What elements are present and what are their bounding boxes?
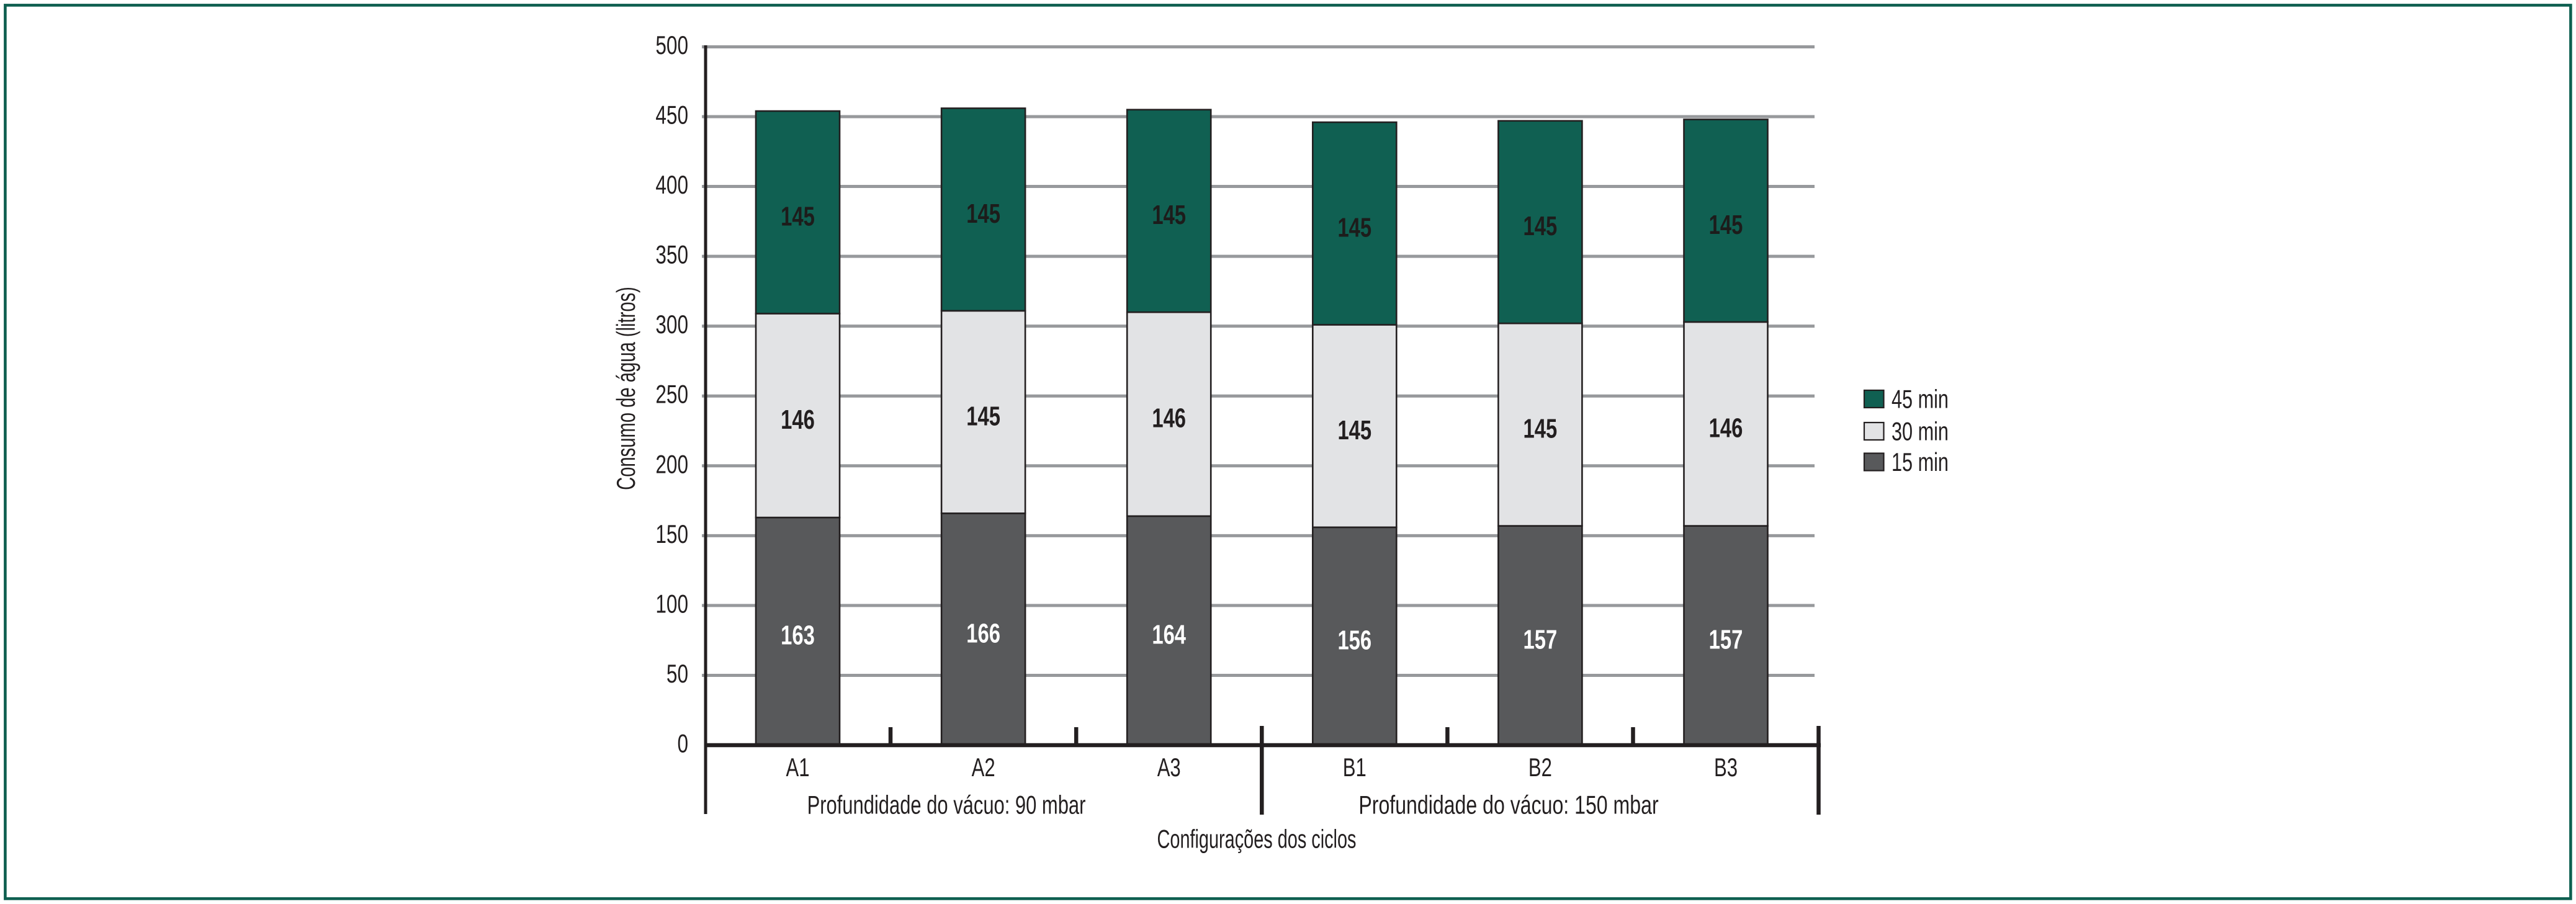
svg-text:157: 157 <box>1524 625 1558 655</box>
svg-text:163: 163 <box>781 620 815 651</box>
svg-text:A2: A2 <box>972 753 995 782</box>
svg-text:B3: B3 <box>1714 753 1738 782</box>
svg-text:B2: B2 <box>1528 753 1552 782</box>
svg-text:146: 146 <box>1152 403 1186 434</box>
svg-text:164: 164 <box>1152 620 1186 650</box>
svg-text:145: 145 <box>1524 414 1558 444</box>
svg-text:0: 0 <box>677 728 688 758</box>
svg-text:Profundidade do vácuo: 150 mba: Profundidade do vácuo: 150 mbar <box>1358 790 1658 819</box>
svg-text:200: 200 <box>655 449 688 478</box>
svg-text:Consumo de água (litros): Consumo de água (litros) <box>611 287 641 490</box>
svg-text:145: 145 <box>966 199 1000 229</box>
svg-text:A1: A1 <box>786 753 809 782</box>
svg-text:145: 145 <box>1709 210 1743 240</box>
svg-text:B1: B1 <box>1343 753 1367 782</box>
svg-text:450: 450 <box>655 100 688 129</box>
svg-text:30 min: 30 min <box>1892 417 1949 446</box>
svg-text:145: 145 <box>1524 212 1558 242</box>
svg-text:145: 145 <box>781 202 815 232</box>
svg-text:145: 145 <box>966 401 1000 432</box>
svg-text:300: 300 <box>655 310 688 339</box>
svg-text:156: 156 <box>1337 625 1371 656</box>
svg-text:100: 100 <box>655 589 688 618</box>
svg-text:500: 500 <box>655 30 688 60</box>
svg-text:15 min: 15 min <box>1892 447 1949 477</box>
svg-text:Configurações dos ciclos: Configurações dos ciclos <box>1157 824 1357 854</box>
svg-text:Profundidade do vácuo: 90 mbar: Profundidade do vácuo: 90 mbar <box>807 790 1086 820</box>
svg-text:145: 145 <box>1337 213 1371 243</box>
svg-text:45 min: 45 min <box>1892 385 1949 414</box>
svg-text:400: 400 <box>655 170 688 199</box>
svg-text:146: 146 <box>1709 413 1743 444</box>
svg-text:A3: A3 <box>1157 753 1181 782</box>
svg-text:166: 166 <box>966 619 1000 649</box>
svg-text:146: 146 <box>781 405 815 435</box>
svg-text:145: 145 <box>1337 415 1371 445</box>
svg-text:145: 145 <box>1152 200 1186 231</box>
svg-text:150: 150 <box>655 519 688 548</box>
svg-text:50: 50 <box>666 658 688 687</box>
svg-text:157: 157 <box>1709 625 1743 655</box>
svg-text:250: 250 <box>655 379 688 408</box>
svg-text:350: 350 <box>655 239 688 269</box>
